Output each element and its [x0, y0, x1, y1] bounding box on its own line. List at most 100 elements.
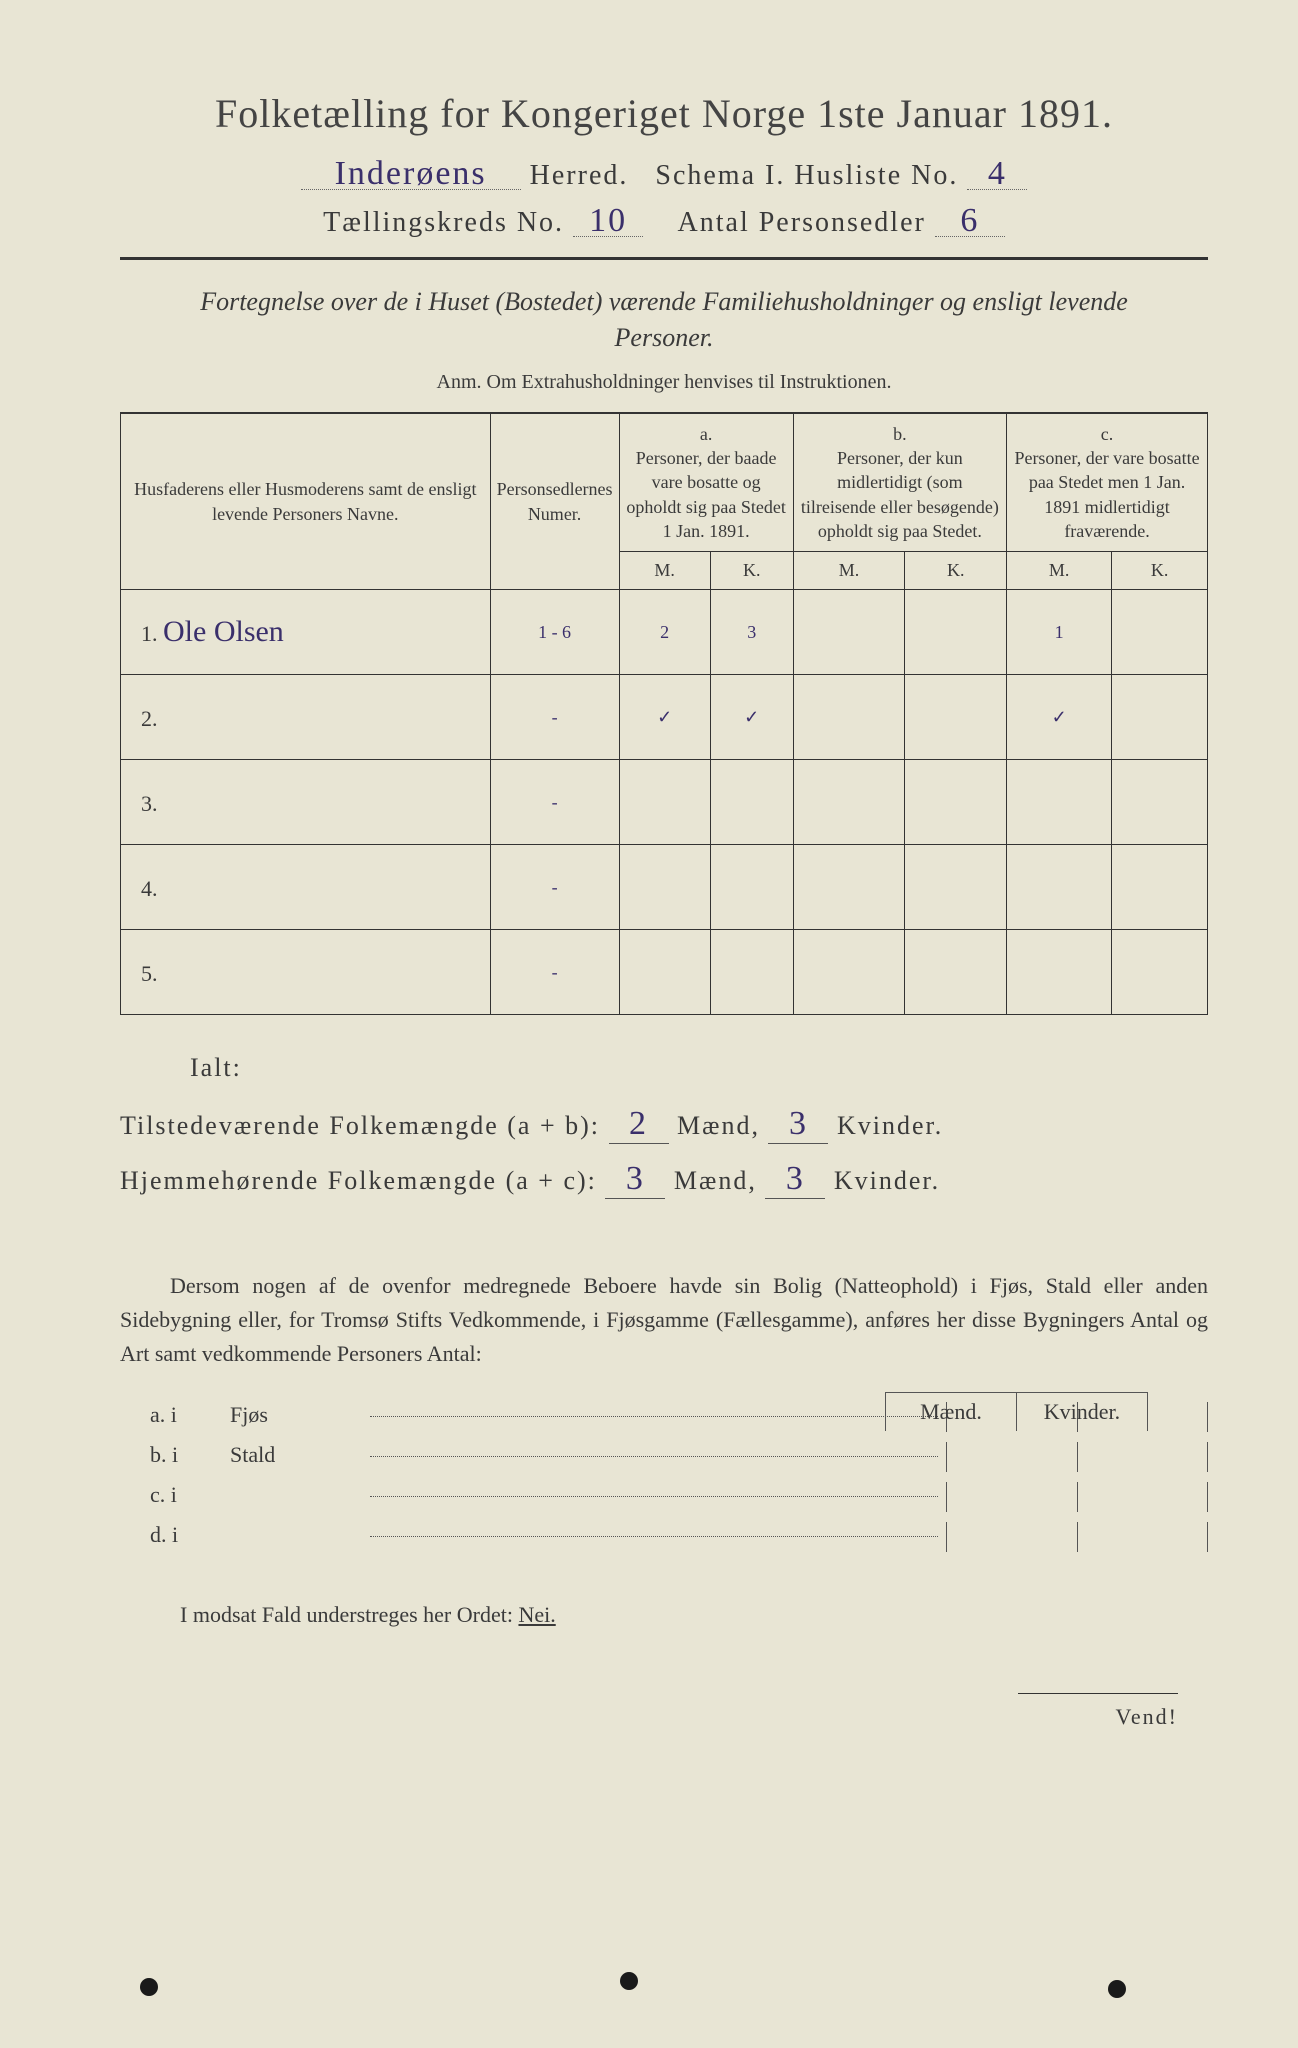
row-b-k [905, 845, 1007, 930]
census-table: Husfaderens eller Husmoderens samt de en… [120, 412, 1208, 1015]
table-row: 2. -✓✓✓ [121, 675, 1208, 760]
col-numer-header: Personsedlernes Numer. [490, 413, 619, 590]
b-m: M. [793, 552, 905, 590]
col-a-text: Personer, der baade vare bosatte og opho… [626, 446, 787, 543]
row-numer: - [490, 930, 619, 1015]
row-numer: - [490, 845, 619, 930]
table-row: 4. - [121, 845, 1208, 930]
nei-word: Nei. [518, 1602, 555, 1627]
row-a-m [619, 760, 710, 845]
husliste-label: Husliste No. [794, 160, 958, 191]
antal-label: Antal Personsedler [678, 207, 926, 238]
punch-hole [620, 1972, 638, 1990]
ob-type: Stald [230, 1442, 370, 1472]
ob-dots [370, 1522, 938, 1537]
punch-hole [140, 1978, 158, 1996]
ob-cells [946, 1482, 1208, 1512]
row-b-m [793, 590, 905, 675]
herred-value: Inderøens [301, 155, 521, 190]
row-a-k [710, 930, 793, 1015]
row-c-m [1007, 760, 1112, 845]
col-a-header: a. Personer, der baade vare bosatte og o… [619, 413, 793, 552]
kreds-label: Tællingskreds No. [323, 207, 564, 238]
row-a-k: ✓ [710, 675, 793, 760]
tot2-m: 3 [605, 1160, 665, 1199]
row-a-m: 2 [619, 590, 710, 675]
col-names-header: Husfaderens eller Husmoderens samt de en… [121, 413, 491, 590]
row-c-k [1112, 845, 1208, 930]
totals-block: Ialt: Tilstedeværende Folkemængde (a + b… [120, 1053, 1208, 1199]
ob-cells [946, 1442, 1208, 1472]
row-b-k [905, 590, 1007, 675]
row-b-m [793, 930, 905, 1015]
row-numer: 1 - 6 [490, 590, 619, 675]
ob-cells [946, 1522, 1208, 1552]
a-m: M. [619, 552, 710, 590]
tot2-k: 3 [765, 1160, 825, 1199]
row-b-m [793, 760, 905, 845]
ob-dots [370, 1482, 938, 1497]
outbuilding-paragraph: Dersom nogen af de ovenfor medregnede Be… [120, 1269, 1208, 1371]
row-b-m [793, 675, 905, 760]
c-m: M. [1007, 552, 1112, 590]
vend-text: Vend! [1115, 1704, 1178, 1729]
total-row-ab: Tilstedeværende Folkemængde (a + b): 2 M… [120, 1105, 1208, 1144]
outbuilding-row: c. i [120, 1482, 1208, 1512]
ob-label: c. i [120, 1482, 230, 1512]
ob-dots [370, 1402, 938, 1417]
row-b-k [905, 675, 1007, 760]
row-numer: - [490, 760, 619, 845]
outbuilding-row: d. i [120, 1522, 1208, 1552]
row-numer: - [490, 675, 619, 760]
ob-label: a. i [120, 1402, 230, 1432]
row-c-m: ✓ [1007, 675, 1112, 760]
ob-type [230, 1522, 370, 1552]
row-c-k [1112, 675, 1208, 760]
col-c-header: c. Personer, der vare bosatte paa Stedet… [1007, 413, 1208, 552]
antal-value: 6 [935, 202, 1005, 237]
husliste-value: 4 [967, 155, 1027, 190]
row-idx: 2. [121, 675, 491, 760]
row-a-m: ✓ [619, 675, 710, 760]
tot1-label: Tilstedeværende Folkemængde (a + b): [120, 1111, 600, 1140]
table-row: 5. - [121, 930, 1208, 1015]
row-idx: 5. [121, 930, 491, 1015]
col-b-label: b. [800, 422, 1000, 446]
anm-note: Anm. Om Extrahusholdninger henvises til … [120, 371, 1208, 394]
mk-k: Kvinder. [1016, 1392, 1148, 1431]
b-k: K. [905, 552, 1007, 590]
col-a-label: a. [626, 422, 787, 446]
vend-block: Vend! [120, 1678, 1208, 1730]
herred-label: Herred. [530, 160, 647, 191]
table-row: 1. Ole Olsen1 - 6231 [121, 590, 1208, 675]
col-b-header: b. Personer, der kun midlertidigt (som t… [793, 413, 1006, 552]
row-b-k [905, 930, 1007, 1015]
schema-label: Schema I. [655, 160, 785, 191]
tot1-m: 2 [609, 1105, 669, 1144]
tot1-k: 3 [768, 1105, 828, 1144]
row-c-m: 1 [1007, 590, 1112, 675]
tot2-label: Hjemmehørende Folkemængde (a + c): [120, 1166, 597, 1195]
col-c-text: Personer, der vare bosatte paa Stedet me… [1013, 446, 1201, 543]
ialt-label: Ialt: [190, 1053, 1208, 1083]
divider [120, 257, 1208, 260]
header-line-2: Inderøens Herred. Schema I. Husliste No.… [120, 155, 1208, 192]
maend-2: Mænd, [674, 1166, 757, 1195]
punch-hole [1108, 1980, 1126, 1998]
row-a-m [619, 930, 710, 1015]
row-b-k [905, 760, 1007, 845]
header-line-3: Tællingskreds No. 10 Antal Personsedler … [120, 202, 1208, 239]
row-c-k [1112, 590, 1208, 675]
ob-type [230, 1482, 370, 1512]
row-c-m [1007, 930, 1112, 1015]
mk-header: Mænd.Kvinder. [885, 1392, 1148, 1431]
total-row-ac: Hjemmehørende Folkemængde (a + c): 3 Mæn… [120, 1160, 1208, 1199]
nei-text: I modsat Fald understreges her Ordet: [180, 1602, 513, 1627]
row-b-m [793, 845, 905, 930]
row-a-k [710, 760, 793, 845]
table-row: 3. - [121, 760, 1208, 845]
subtitle: Fortegnelse over de i Huset (Bostedet) v… [180, 284, 1148, 357]
row-idx: 3. [121, 760, 491, 845]
row-idx: 4. [121, 845, 491, 930]
row-c-k [1112, 930, 1208, 1015]
